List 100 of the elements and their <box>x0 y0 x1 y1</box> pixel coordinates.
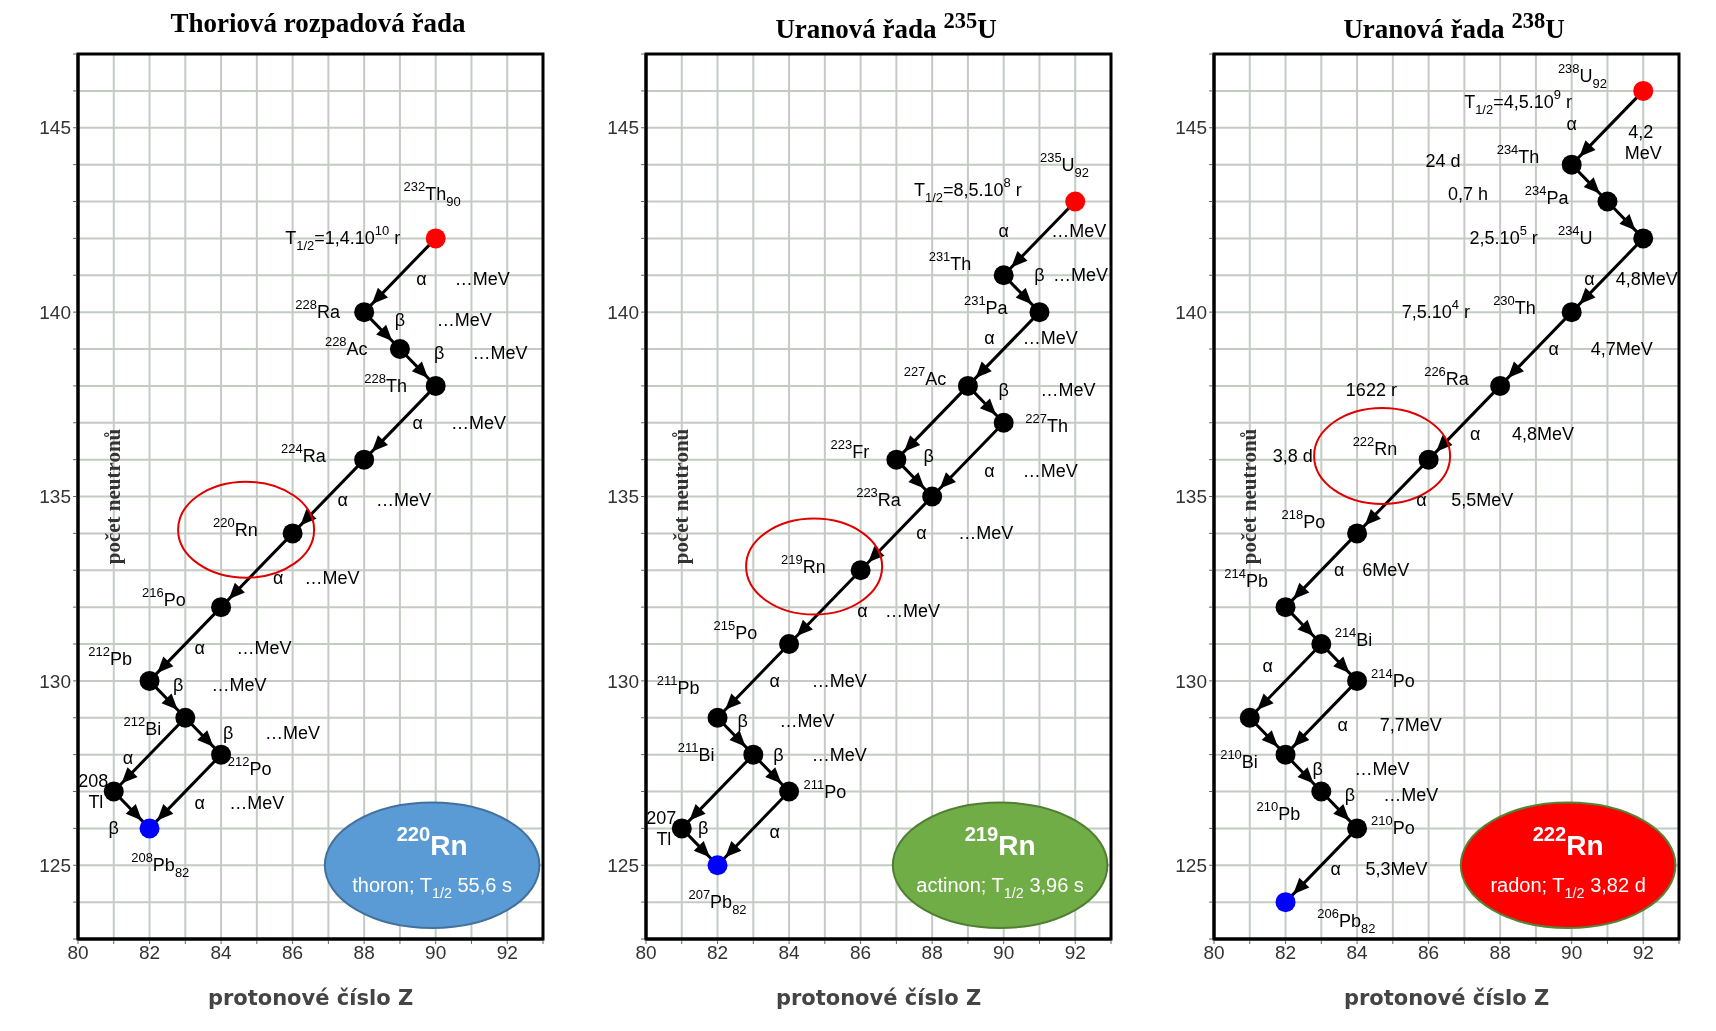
annotation: …MeV <box>1053 265 1109 286</box>
annotation: $^{234}$U <box>1557 223 1593 249</box>
x-tick-label: 86 <box>282 942 304 964</box>
annotation: β <box>434 342 445 363</box>
annotation: α <box>194 637 205 658</box>
annotation: 5,3MeV <box>1365 858 1428 879</box>
annotation: …MeV <box>1022 327 1078 348</box>
annotation: $^{216}$Po <box>142 584 186 610</box>
annotation: $^{214}$Pb <box>1224 566 1269 592</box>
annotation: radon; T$_{1/2}$ 3,82 d <box>1490 874 1646 902</box>
annotation: β <box>1344 785 1356 806</box>
annotation: …MeV <box>811 744 867 765</box>
annotation: …MeV <box>265 722 321 743</box>
annotation: $^{234}$Th <box>1496 142 1540 168</box>
x-tick-label: 86 <box>850 942 872 964</box>
annotation: …MeV <box>1354 759 1410 780</box>
annotation: …MeV <box>779 711 835 732</box>
y-tick-label: 140 <box>39 301 71 323</box>
annotation: T$_{1/2}$=4,5.10$^{9}$ r <box>1464 86 1572 117</box>
annotation: …MeV <box>211 674 267 695</box>
annotation: α <box>769 670 780 691</box>
annotation: …MeV <box>451 412 507 433</box>
x-tick-label: 92 <box>1632 942 1654 964</box>
x-tick-label: 82 <box>1274 942 1297 964</box>
x-tick-label: 80 <box>67 942 89 964</box>
x-tick-label: 86 <box>1418 942 1440 964</box>
annotation: 6MeV <box>1362 560 1410 581</box>
annotation: α <box>857 600 868 621</box>
chart-title: Uranová řada $^{235}$U <box>774 8 998 44</box>
ellipse-badge: $^{222}$Rn radon; T$_{1/2}$ 3,82 d <box>1459 801 1677 929</box>
annotation: …MeV <box>436 309 492 330</box>
x-tick-label: 80 <box>1203 942 1225 964</box>
y-axis-title: počet neutronů <box>101 428 126 565</box>
annotation: β <box>923 445 934 466</box>
annotation: …MeV <box>454 268 510 289</box>
annotation: β <box>223 722 234 743</box>
annotation: thoron; T$_{1/2}$ 55,6 s <box>352 874 512 902</box>
annotation: $^{227}$Ac <box>903 363 947 389</box>
annotation: $^{212}$Po <box>227 754 272 780</box>
annotation: α <box>1333 560 1345 581</box>
annotation: $^{222}$Rn <box>1532 823 1604 861</box>
annotation: 5,5MeV <box>1451 490 1514 511</box>
annotation: α <box>1416 490 1427 511</box>
y-tick-label: 125 <box>1175 854 1207 876</box>
y-tick-label: 130 <box>607 670 639 692</box>
annotation: 24 d <box>1425 150 1461 171</box>
y-tick-label: 145 <box>1175 117 1207 139</box>
annotation: …MeV <box>811 670 867 691</box>
x-axis-title: protonové číslo Z <box>775 986 982 1010</box>
y-axis-title: počet neutronů <box>1237 428 1262 565</box>
annotation: 3,8 d <box>1272 445 1313 466</box>
x-tick-label: 92 <box>1064 942 1086 964</box>
annotation: α <box>273 567 284 588</box>
annotation: β <box>1034 265 1045 286</box>
x-axis-title: protonové číslo Z <box>207 986 414 1010</box>
annotation: α <box>1337 715 1348 736</box>
annotation: T$_{1/2}$=1,4.10$^{10}$ r <box>285 223 401 254</box>
annotation: 0,7 h <box>1447 184 1488 205</box>
annotation: …MeV <box>472 342 528 363</box>
annotation: $^{224}$Ra <box>281 440 327 466</box>
annotation: 7,5.10$^{4}$ r <box>1401 297 1470 323</box>
annotation: T$_{1/2}$=8,5.10$^{8}$ r <box>914 175 1022 206</box>
annotation: $^{207}$Pb$_{82}$ <box>688 887 747 918</box>
annotation: $^{235}$U$_{92}$ <box>1039 149 1090 180</box>
annotation: …MeV <box>958 523 1014 544</box>
annotation: α <box>998 221 1009 241</box>
x-tick-label: 80 <box>635 942 657 964</box>
annotation: α <box>122 748 134 769</box>
annotation: α <box>412 412 424 433</box>
x-tick-label: 88 <box>353 942 375 964</box>
annotation: α <box>1330 858 1341 879</box>
y-tick-label: 130 <box>1175 670 1207 692</box>
x-tick-label: 82 <box>706 942 729 964</box>
annotation: α <box>916 523 927 544</box>
annotation: $^{223}$Fr <box>830 437 870 463</box>
annotation: α <box>984 327 995 348</box>
annotation: β <box>172 674 184 695</box>
y-tick-label: 125 <box>607 854 639 876</box>
annotation: α <box>1469 423 1481 444</box>
y-tick-label: 135 <box>1175 486 1207 508</box>
x-tick-label: 92 <box>496 942 518 964</box>
annotation: $^{226}$Ra <box>1424 363 1470 389</box>
annotation: $^{228}$Ac <box>324 334 368 359</box>
annotation: α <box>1548 339 1560 359</box>
x-tick-label: 82 <box>138 942 161 964</box>
annotation: $^{230}$Th <box>1493 293 1536 319</box>
annotation: α <box>337 490 348 511</box>
annotation: 4,7MeV <box>1590 339 1653 359</box>
annotation: $^{214}$Bi <box>1334 625 1373 651</box>
annotation: 4,8MeV <box>1615 268 1678 289</box>
annotation: …MeV <box>229 792 285 813</box>
annotation: 4,2 MeV <box>1624 122 1662 163</box>
annotation: $^{228}$Ra <box>295 297 341 323</box>
annotation: $^{206}$Pb$_{82}$ <box>1317 905 1376 936</box>
annotation: …MeV <box>1383 785 1439 806</box>
annotation: …MeV <box>304 567 360 588</box>
y-tick-label: 140 <box>1175 301 1207 323</box>
annotation: $^{220}$Rn <box>396 823 468 861</box>
annotation: β <box>698 818 709 839</box>
annotation: α <box>769 822 780 843</box>
